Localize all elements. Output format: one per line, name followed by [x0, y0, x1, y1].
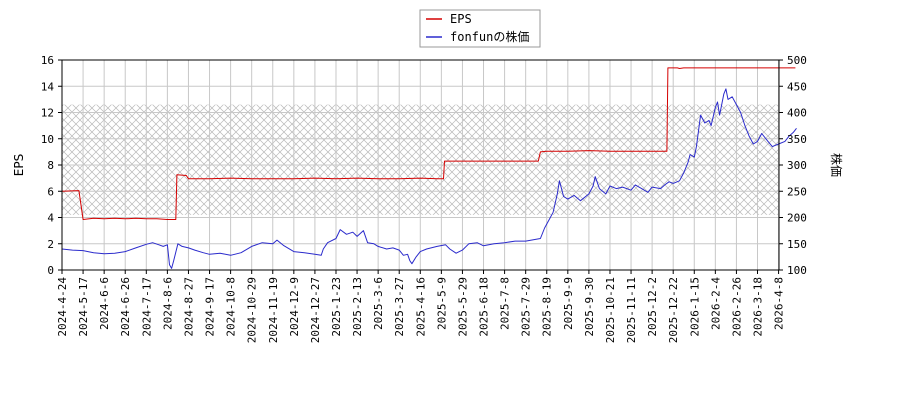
- x-tick-label: 2024-8-6: [161, 277, 174, 330]
- x-tick-label: 2025-10-21: [604, 277, 617, 343]
- x-tick-label: 2024-12-27: [309, 277, 322, 343]
- legend-label-stock-price: fonfunの株価: [450, 29, 529, 44]
- x-tick-label: 2024-5-17: [77, 277, 90, 337]
- x-tick-label: 2026-2-4: [709, 277, 722, 330]
- x-tick-label: 2026-1-15: [688, 277, 701, 337]
- right-tick-label: 300: [787, 159, 807, 172]
- x-tick-label: 2024-10-8: [225, 277, 238, 337]
- x-tick-label: 2025-8-19: [541, 277, 554, 337]
- x-tick-label: 2024-4-24: [56, 277, 69, 337]
- x-tick-label: 2026-4-8: [773, 277, 786, 330]
- x-tick-label: 2025-4-16: [414, 277, 427, 337]
- legend-label-eps: EPS: [450, 12, 472, 26]
- right-tick-label: 200: [787, 212, 807, 225]
- x-tick-label: 2024-9-17: [204, 277, 217, 337]
- x-tick-label: 2024-7-17: [140, 277, 153, 337]
- left-tick-label: 14: [41, 80, 55, 93]
- x-tick-label: 2025-9-9: [562, 277, 575, 330]
- right-tick-label: 350: [787, 133, 807, 146]
- x-tick-label: 2025-5-29: [456, 277, 469, 337]
- grid-lines: [61, 59, 780, 271]
- x-tick-label: 2025-12-2: [646, 277, 659, 337]
- x-tick-label: 2024-12-9: [288, 277, 301, 337]
- left-tick-label: 2: [47, 238, 54, 251]
- series-lines: [61, 67, 797, 269]
- x-tick-label: 2024-6-26: [119, 277, 132, 337]
- x-tick-label: 2025-5-9: [435, 277, 448, 330]
- x-tick-label: 2025-2-13: [351, 277, 364, 337]
- left-tick-label: 6: [47, 185, 54, 198]
- x-tick-label: 2025-3-27: [393, 277, 406, 337]
- left-tick-label: 8: [47, 159, 54, 172]
- right-axis-title: 株価: [829, 153, 844, 177]
- right-tick-label: 150: [787, 238, 807, 251]
- x-tick-label: 2025-11-11: [625, 277, 638, 343]
- left-tick-label: 12: [41, 107, 54, 120]
- eps-series-line: [61, 67, 796, 220]
- stock-price-series-line: [61, 88, 797, 269]
- x-tick-label: 2025-7-29: [520, 277, 533, 337]
- left-tick-label: 0: [47, 264, 54, 277]
- x-tick-label: 2025-9-30: [583, 277, 596, 337]
- x-tick-label: 2026-3-18: [752, 277, 765, 337]
- left-axis-ticks: 0 2 4 6 8 10 12 14 16: [41, 54, 62, 277]
- legend-box: [419, 9, 541, 48]
- right-tick-label: 100: [787, 264, 807, 277]
- right-tick-label: 450: [787, 80, 807, 93]
- left-tick-label: 10: [41, 133, 54, 146]
- left-tick-label: 16: [41, 54, 54, 67]
- x-tick-label: 2025-3-6: [372, 277, 385, 330]
- right-tick-label: 250: [787, 185, 807, 198]
- x-tick-label: 2024-6-6: [98, 277, 111, 330]
- legend: EPS fonfunの株価: [419, 9, 541, 48]
- left-axis-title: EPS: [12, 154, 26, 176]
- x-tick-label: 2024-8-27: [182, 277, 195, 337]
- x-axis-ticks: 2024-4-24 2024-5-17 2024-6-6 2024-6-26 2024-…: [56, 270, 786, 343]
- right-axis-ticks: 100 150 200 250 300 350 400 450 500: [779, 54, 807, 277]
- x-tick-label: 2024-10-29: [246, 277, 259, 343]
- right-tick-label: 400: [787, 107, 807, 120]
- right-tick-label: 500: [787, 54, 807, 67]
- x-tick-label: 2025-7-8: [499, 277, 512, 330]
- x-tick-label: 2025-6-18: [478, 277, 491, 337]
- x-tick-label: 2025-12-22: [667, 277, 680, 343]
- x-tick-label: 2026-2-26: [730, 277, 743, 337]
- left-tick-label: 4: [47, 212, 54, 225]
- x-tick-label: 2025-1-23: [330, 277, 343, 337]
- x-tick-label: 2024-11-19: [267, 277, 280, 343]
